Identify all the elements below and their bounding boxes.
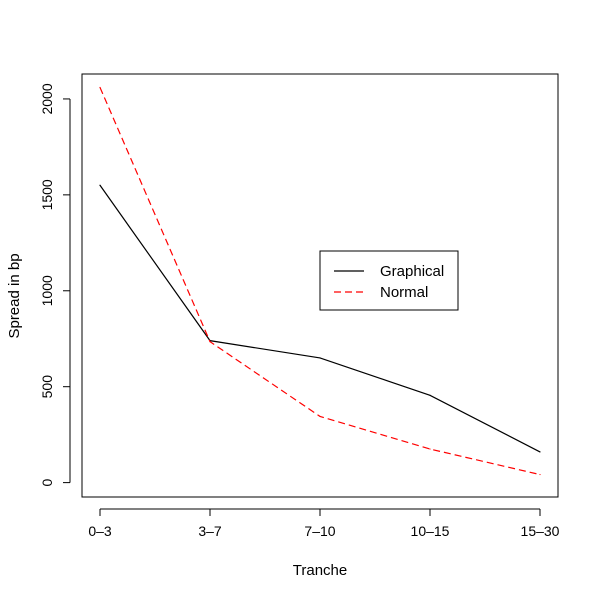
data-point-normal — [99, 86, 101, 89]
data-point-graphical — [539, 451, 541, 453]
data-point-graphical — [319, 357, 321, 359]
y-tick-label: 0 — [39, 479, 55, 487]
y-axis: 0 500 1000 1500 2000 — [39, 83, 71, 487]
legend-box — [319, 250, 459, 311]
legend: Graphical Normal — [319, 250, 459, 311]
y-tick-label: 2000 — [39, 83, 55, 114]
data-point-normal — [319, 415, 321, 418]
data-point-graphical — [99, 184, 101, 186]
data-point-graphical — [429, 394, 431, 396]
y-tick-label: 500 — [39, 375, 55, 399]
series-layer — [99, 86, 541, 476]
x-axis-label: Tranche — [293, 562, 347, 579]
data-point-normal — [209, 341, 211, 343]
x-axis: 0–3 3–7 7–10 10–15 15–30 — [88, 508, 560, 539]
y-tick-label: 1000 — [39, 275, 55, 306]
x-tick-label: 7–10 — [304, 523, 335, 539]
series-line-graphical — [99, 184, 541, 453]
x-tick-label: 10–15 — [411, 523, 450, 539]
data-point-normal — [539, 473, 541, 476]
plot-frame — [81, 73, 559, 498]
data-point-normal — [429, 448, 431, 450]
legend-normal-label: Normal — [380, 284, 428, 301]
x-tick-label: 15–30 — [521, 523, 560, 539]
x-tick-label: 3–7 — [198, 523, 222, 539]
y-tick-label: 1500 — [39, 179, 55, 210]
legend-graphical-label: Graphical — [380, 263, 444, 280]
y-axis-label: Spread in bp — [6, 253, 23, 338]
x-tick-label: 0–3 — [88, 523, 112, 539]
